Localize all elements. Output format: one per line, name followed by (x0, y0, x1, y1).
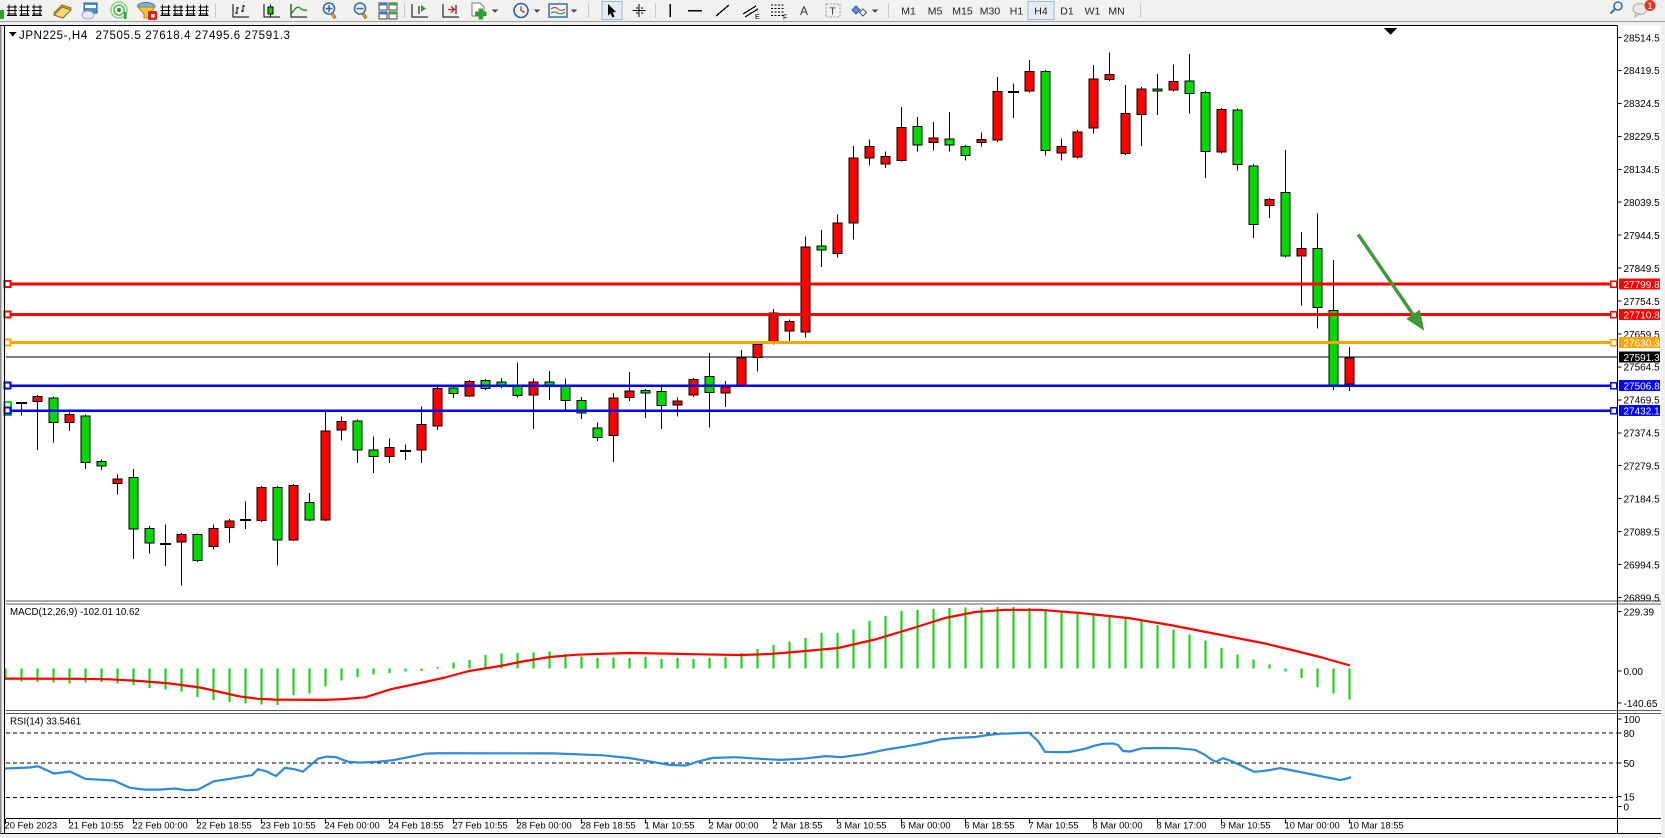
svg-text:27374.5: 27374.5 (1624, 429, 1661, 440)
svg-text:21 Feb 10:55: 21 Feb 10:55 (69, 820, 124, 831)
svg-text:2 Mar 18:55: 2 Mar 18:55 (773, 820, 823, 831)
svg-text:H4: H4 (1034, 6, 1048, 18)
svg-text:M30: M30 (980, 6, 1001, 18)
svg-text:6 Mar 18:55: 6 Mar 18:55 (965, 820, 1015, 831)
svg-text:27 Feb 10:55: 27 Feb 10:55 (453, 820, 508, 831)
svg-text:27659.5: 27659.5 (1624, 330, 1661, 341)
svg-text:15: 15 (1624, 792, 1636, 803)
svg-text:28229.5: 28229.5 (1624, 132, 1661, 143)
svg-text:6 Mar 00:00: 6 Mar 00:00 (901, 820, 951, 831)
svg-text:27754.5: 27754.5 (1624, 297, 1661, 308)
svg-text:T: T (830, 7, 836, 18)
svg-text:26994.5: 26994.5 (1624, 560, 1661, 571)
svg-text:27184.5: 27184.5 (1624, 495, 1661, 506)
svg-text:100: 100 (1624, 715, 1641, 726)
svg-text:50: 50 (1624, 759, 1636, 770)
svg-text:9 Mar 10:55: 9 Mar 10:55 (1221, 820, 1271, 831)
svg-text:MACD(12,26,9) -102.01 10.62: MACD(12,26,9) -102.01 10.62 (10, 607, 140, 618)
svg-text:M1: M1 (901, 6, 916, 18)
svg-text:28134.5: 28134.5 (1624, 165, 1661, 176)
svg-text:JPN225-,H4 27505.5 27618.4 27: JPN225-,H4 27505.5 27618.4 27495.6 27591… (19, 30, 291, 42)
svg-text:24 Feb 18:55: 24 Feb 18:55 (389, 820, 444, 831)
svg-text:28514.5: 28514.5 (1624, 33, 1661, 44)
svg-text:0: 0 (1624, 802, 1630, 813)
svg-text:27630.3: 27630.3 (1624, 338, 1661, 349)
svg-text:-140.65: -140.65 (1624, 699, 1658, 710)
svg-text:2 Mar 00:00: 2 Mar 00:00 (709, 820, 759, 831)
svg-text:27710.8: 27710.8 (1624, 310, 1661, 321)
svg-text:27564.5: 27564.5 (1624, 363, 1661, 374)
svg-text:M5: M5 (928, 6, 943, 18)
svg-text:27469.5: 27469.5 (1624, 396, 1661, 407)
svg-text:8 Mar 00:00: 8 Mar 00:00 (1093, 820, 1143, 831)
svg-text:27944.5: 27944.5 (1624, 231, 1661, 242)
svg-text:RSI(14) 33.5461: RSI(14) 33.5461 (10, 717, 81, 728)
svg-text:22 Feb 18:55: 22 Feb 18:55 (197, 820, 252, 831)
svg-text:10 Mar 18:55: 10 Mar 18:55 (1349, 820, 1404, 831)
svg-text:28419.5: 28419.5 (1624, 66, 1661, 77)
svg-text:A: A (800, 4, 808, 18)
svg-text:229.39: 229.39 (1624, 607, 1655, 618)
svg-text:1: 1 (1647, 1, 1652, 11)
svg-text:0.00: 0.00 (1624, 667, 1644, 678)
svg-text:28 Feb 18:55: 28 Feb 18:55 (581, 820, 636, 831)
svg-text:22 Feb 00:00: 22 Feb 00:00 (133, 820, 188, 831)
svg-text:7 Mar 10:55: 7 Mar 10:55 (1029, 820, 1079, 831)
svg-text:W1: W1 (1085, 6, 1101, 18)
svg-text:23 Feb 10:55: 23 Feb 10:55 (261, 820, 316, 831)
svg-text:24 Feb 00:00: 24 Feb 00:00 (325, 820, 380, 831)
svg-text:1 Mar 10:55: 1 Mar 10:55 (645, 820, 695, 831)
svg-text:F: F (783, 15, 787, 22)
svg-text:28 Feb 00:00: 28 Feb 00:00 (517, 820, 572, 831)
svg-text:3 Mar 10:55: 3 Mar 10:55 (837, 820, 887, 831)
svg-text:27799.8: 27799.8 (1624, 280, 1661, 291)
svg-text:27506.8: 27506.8 (1624, 382, 1661, 393)
svg-text:8 Mar 17:00: 8 Mar 17:00 (1157, 820, 1207, 831)
svg-text:D1: D1 (1060, 6, 1074, 18)
svg-text:20 Feb 2023: 20 Feb 2023 (5, 820, 58, 831)
svg-text:28324.5: 28324.5 (1624, 99, 1661, 110)
svg-text:27849.5: 27849.5 (1624, 264, 1661, 275)
svg-text:27432.1: 27432.1 (1624, 407, 1661, 418)
svg-text:27089.5: 27089.5 (1624, 527, 1661, 538)
svg-text:26899.5: 26899.5 (1624, 593, 1661, 604)
svg-text:27279.5: 27279.5 (1624, 462, 1661, 473)
svg-text:H1: H1 (1010, 6, 1024, 18)
svg-text:28039.5: 28039.5 (1624, 198, 1661, 209)
svg-text:M15: M15 (952, 6, 973, 18)
svg-text:E: E (755, 14, 760, 21)
svg-text:MN: MN (1108, 6, 1124, 18)
svg-text:10 Mar 00:00: 10 Mar 00:00 (1285, 820, 1340, 831)
svg-text:27591.3: 27591.3 (1624, 353, 1661, 364)
svg-text:80: 80 (1624, 729, 1636, 740)
